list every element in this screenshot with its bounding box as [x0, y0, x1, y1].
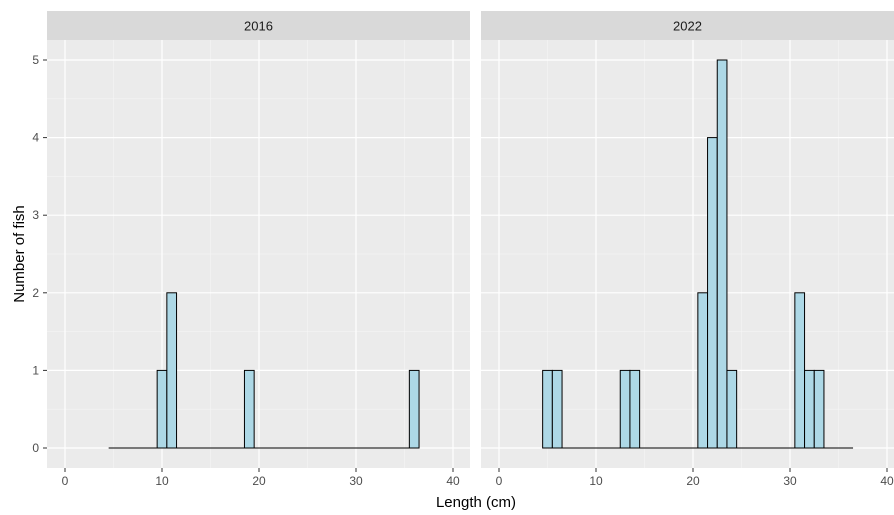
histogram-bar	[629, 369, 641, 449]
y-axis-title: Number of fish	[11, 205, 28, 303]
x-tick-label: 20	[252, 474, 266, 488]
x-tick-label: 10	[155, 474, 169, 488]
y-tick-label: 4	[32, 131, 39, 145]
x-tick-label: 30	[349, 474, 363, 488]
x-tick-label: 10	[589, 474, 603, 488]
y-tick-label: 1	[32, 363, 39, 377]
histogram-bar	[726, 369, 738, 449]
x-tick-label: 40	[446, 474, 460, 488]
histogram-bar	[243, 369, 255, 449]
y-tick-label: 5	[32, 53, 39, 67]
histogram-bar	[408, 369, 420, 449]
histogram-bar	[619, 369, 631, 449]
facet-strip	[481, 11, 894, 40]
x-tick-label: 20	[686, 474, 700, 488]
histogram-bar	[156, 369, 168, 449]
x-tick-label: 40	[880, 474, 894, 488]
x-axis-title: Length (cm)	[436, 494, 516, 511]
histogram-bar	[542, 369, 553, 449]
histogram-bar	[794, 292, 806, 449]
facet-panel-2016: 2016 0 10 20 30 40	[47, 11, 470, 488]
facet-strip	[47, 11, 470, 40]
histogram-bar	[707, 137, 718, 449]
x-tick-label: 30	[783, 474, 797, 488]
histogram-bar	[716, 59, 728, 449]
facet-strip-label: 2016	[244, 19, 273, 34]
histogram-bar	[813, 369, 825, 449]
y-tick-label: 2	[32, 286, 39, 300]
facet-panel-2022: 2022 0 10 20 30 40	[481, 11, 894, 488]
histogram-bar	[166, 292, 178, 449]
histogram-bar	[551, 369, 563, 449]
y-tick-label: 0	[32, 441, 39, 455]
x-tick-label: 0	[62, 474, 69, 488]
histogram-bar	[697, 292, 709, 449]
facet-strip-label: 2022	[673, 19, 702, 34]
y-tick-label: 3	[32, 208, 39, 222]
x-tick-label: 0	[496, 474, 503, 488]
histogram-bar	[804, 369, 815, 449]
